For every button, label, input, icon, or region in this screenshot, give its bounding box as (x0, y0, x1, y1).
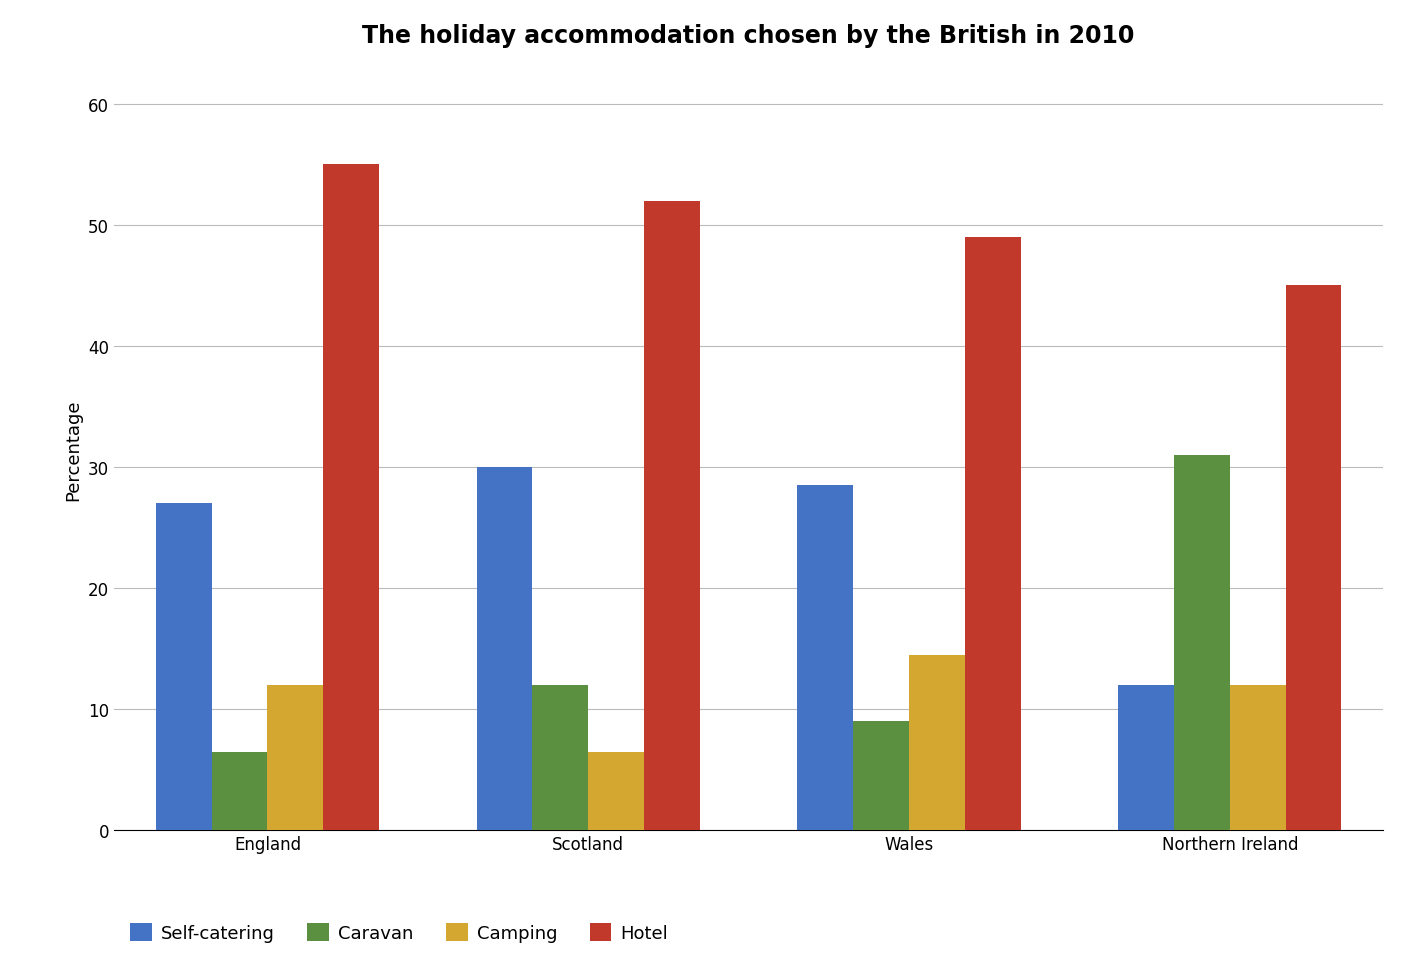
Bar (1286, 286, 1342, 830)
Bar (645, 201, 700, 830)
Bar (211, 752, 268, 830)
Bar (268, 685, 324, 830)
Bar (324, 165, 379, 830)
Y-axis label: Percentage: Percentage (64, 399, 83, 500)
Bar (1174, 455, 1229, 830)
Bar (589, 752, 645, 830)
Legend: Self-catering, Caravan, Camping, Hotel: Self-catering, Caravan, Camping, Hotel (123, 915, 676, 950)
Title: The holiday accommodation chosen by the British in 2010: The holiday accommodation chosen by the … (362, 24, 1135, 49)
Bar (1229, 685, 1286, 830)
Bar (797, 486, 853, 830)
Bar (476, 468, 532, 830)
Bar (965, 237, 1021, 830)
Bar (155, 504, 211, 830)
Bar (853, 722, 908, 830)
Bar (908, 655, 965, 830)
Bar (532, 685, 589, 830)
Bar (1118, 685, 1174, 830)
